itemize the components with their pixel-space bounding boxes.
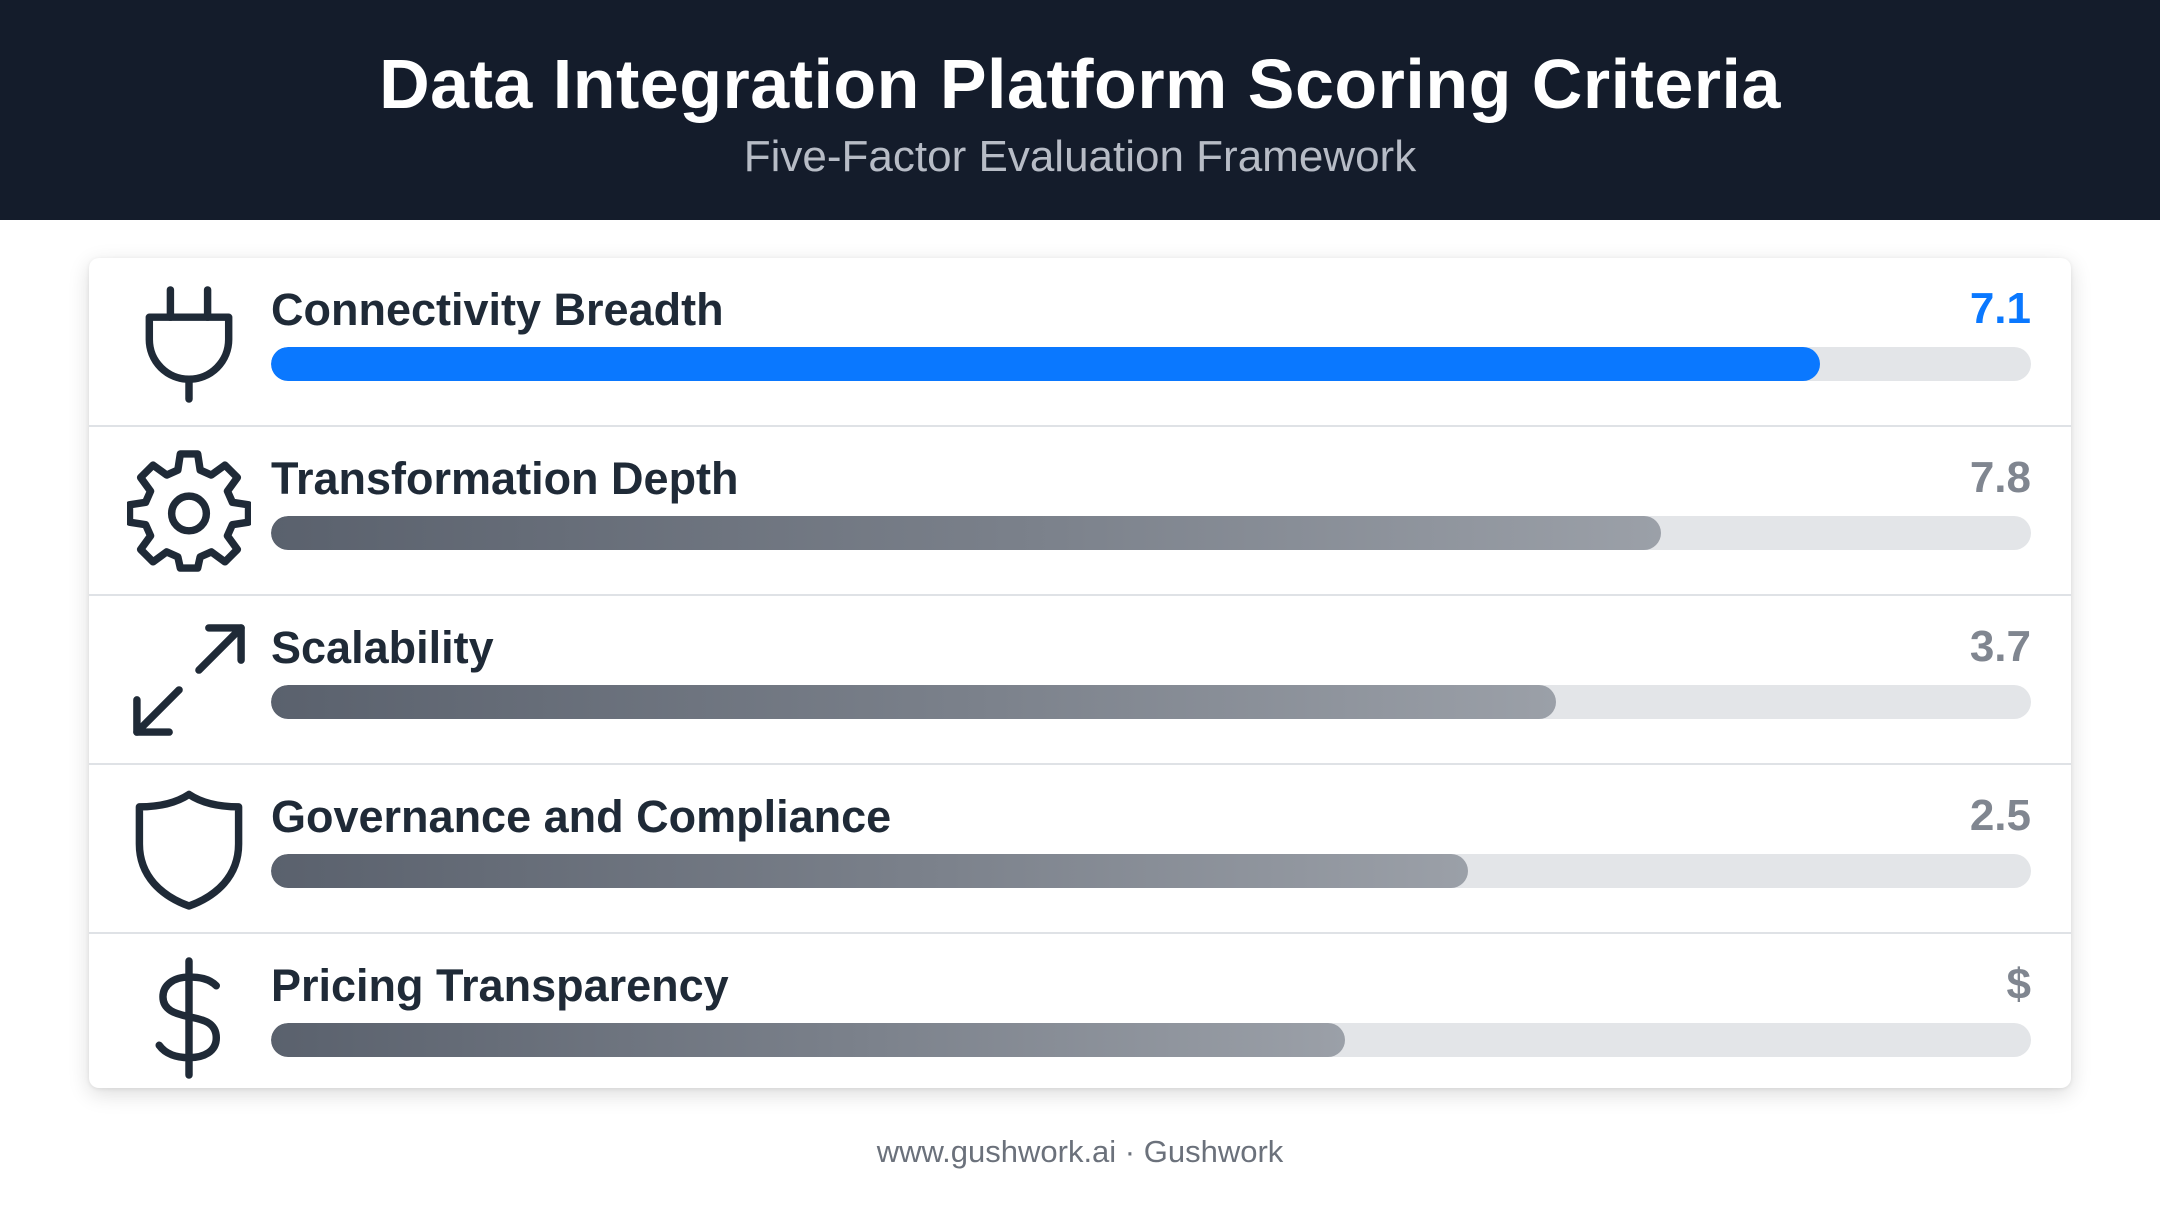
score-bar-track — [271, 854, 2031, 888]
criterion-label: Transformation Depth — [271, 453, 739, 504]
header-banner: Data Integration Platform Scoring Criter… — [0, 0, 2160, 220]
score-bar-track — [271, 1023, 2031, 1057]
shield-icon — [127, 787, 251, 911]
criterion-score: $ — [2006, 960, 2031, 1009]
page-subtitle: Five-Factor Evaluation Framework — [743, 132, 1417, 181]
criterion-label: Pricing Transparency — [271, 960, 729, 1011]
dollar-icon — [127, 956, 251, 1080]
expand-arrows-icon — [127, 618, 251, 742]
criterion-score: 7.1 — [1969, 284, 2031, 333]
criterion-label: Connectivity Breadth — [271, 284, 724, 335]
criterion-row: Transformation Depth 7.8 — [89, 427, 2071, 596]
criterion-label: Governance and Compliance — [271, 791, 892, 842]
gear-icon — [127, 449, 251, 573]
scoring-card: Connectivity Breadth 7.1 Transformation … — [89, 258, 2071, 1088]
criterion-score: 2.5 — [1969, 791, 2031, 840]
score-bar-fill — [271, 1023, 1345, 1057]
criterion-row: Governance and Compliance 2.5 — [89, 765, 2071, 934]
criterion-score: 3.7 — [1969, 622, 2031, 671]
score-bar-track — [271, 516, 2031, 550]
score-bar-fill — [271, 516, 1662, 550]
footer-attribution: www.gushwork.ai · Gushwork — [876, 1134, 1284, 1169]
plug-icon — [127, 280, 251, 404]
score-bar-fill — [271, 854, 1468, 888]
criterion-row: Connectivity Breadth 7.1 — [89, 258, 2071, 427]
page-title: Data Integration Platform Scoring Criter… — [379, 45, 1781, 123]
score-bar-track — [271, 347, 2031, 381]
criterion-score: 7.8 — [1969, 453, 2031, 502]
criterion-row: Pricing Transparency $ — [89, 934, 2071, 1088]
score-bar-fill — [271, 685, 1556, 719]
criterion-label: Scalability — [271, 622, 494, 673]
criterion-row: Scalability 3.7 — [89, 596, 2071, 765]
score-bar-fill — [271, 347, 1820, 381]
score-bar-track — [271, 685, 2031, 719]
